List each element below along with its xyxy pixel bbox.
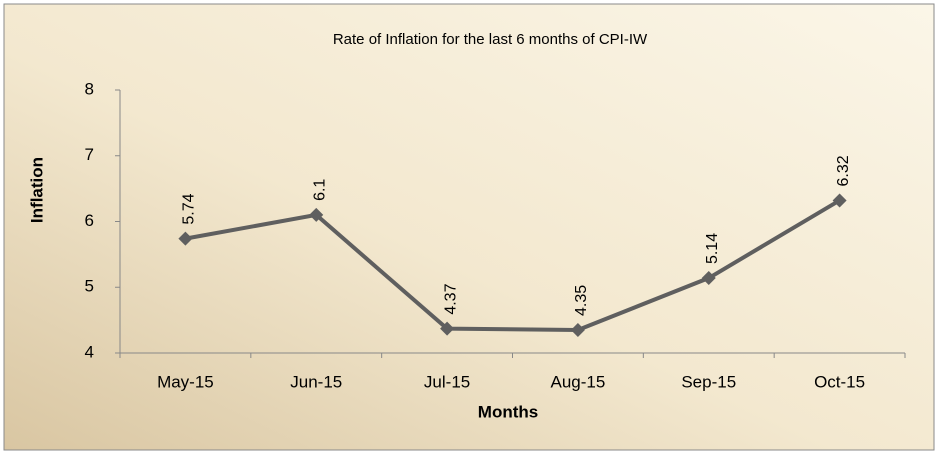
data-label: 4.37 — [442, 283, 459, 314]
data-label: 5.74 — [181, 193, 198, 224]
chart-title: Rate of Inflation for the last 6 months … — [333, 31, 648, 48]
x-tick-label: Sep-15 — [681, 372, 736, 391]
marker — [309, 207, 324, 222]
x-tick-label: May-15 — [157, 372, 214, 391]
data-label: 4.35 — [573, 285, 590, 316]
data-label: 6.32 — [835, 155, 852, 186]
marker — [570, 322, 585, 337]
data-label: 5.14 — [704, 233, 721, 264]
marker — [178, 231, 193, 246]
line-series — [185, 198, 841, 332]
x-tick-label: Oct-15 — [814, 372, 865, 391]
y-tick-label: 6 — [85, 211, 94, 230]
x-tick-label: Jun-15 — [290, 372, 342, 391]
data-label: 6.1 — [311, 179, 328, 201]
y-tick-label: 5 — [85, 277, 94, 296]
x-tick-label: Jul-15 — [424, 372, 470, 391]
x-tick-label: Aug-15 — [551, 372, 606, 391]
marker — [440, 321, 455, 336]
marker — [832, 193, 847, 208]
y-tick-label: 8 — [85, 79, 94, 98]
y-tick-label: 4 — [85, 342, 94, 361]
marker — [701, 271, 716, 286]
y-axis-label: Inflation — [27, 157, 46, 223]
y-tick-label: 7 — [85, 145, 94, 164]
chart-background — [3, 3, 935, 451]
x-axis-label: Months — [478, 402, 538, 421]
